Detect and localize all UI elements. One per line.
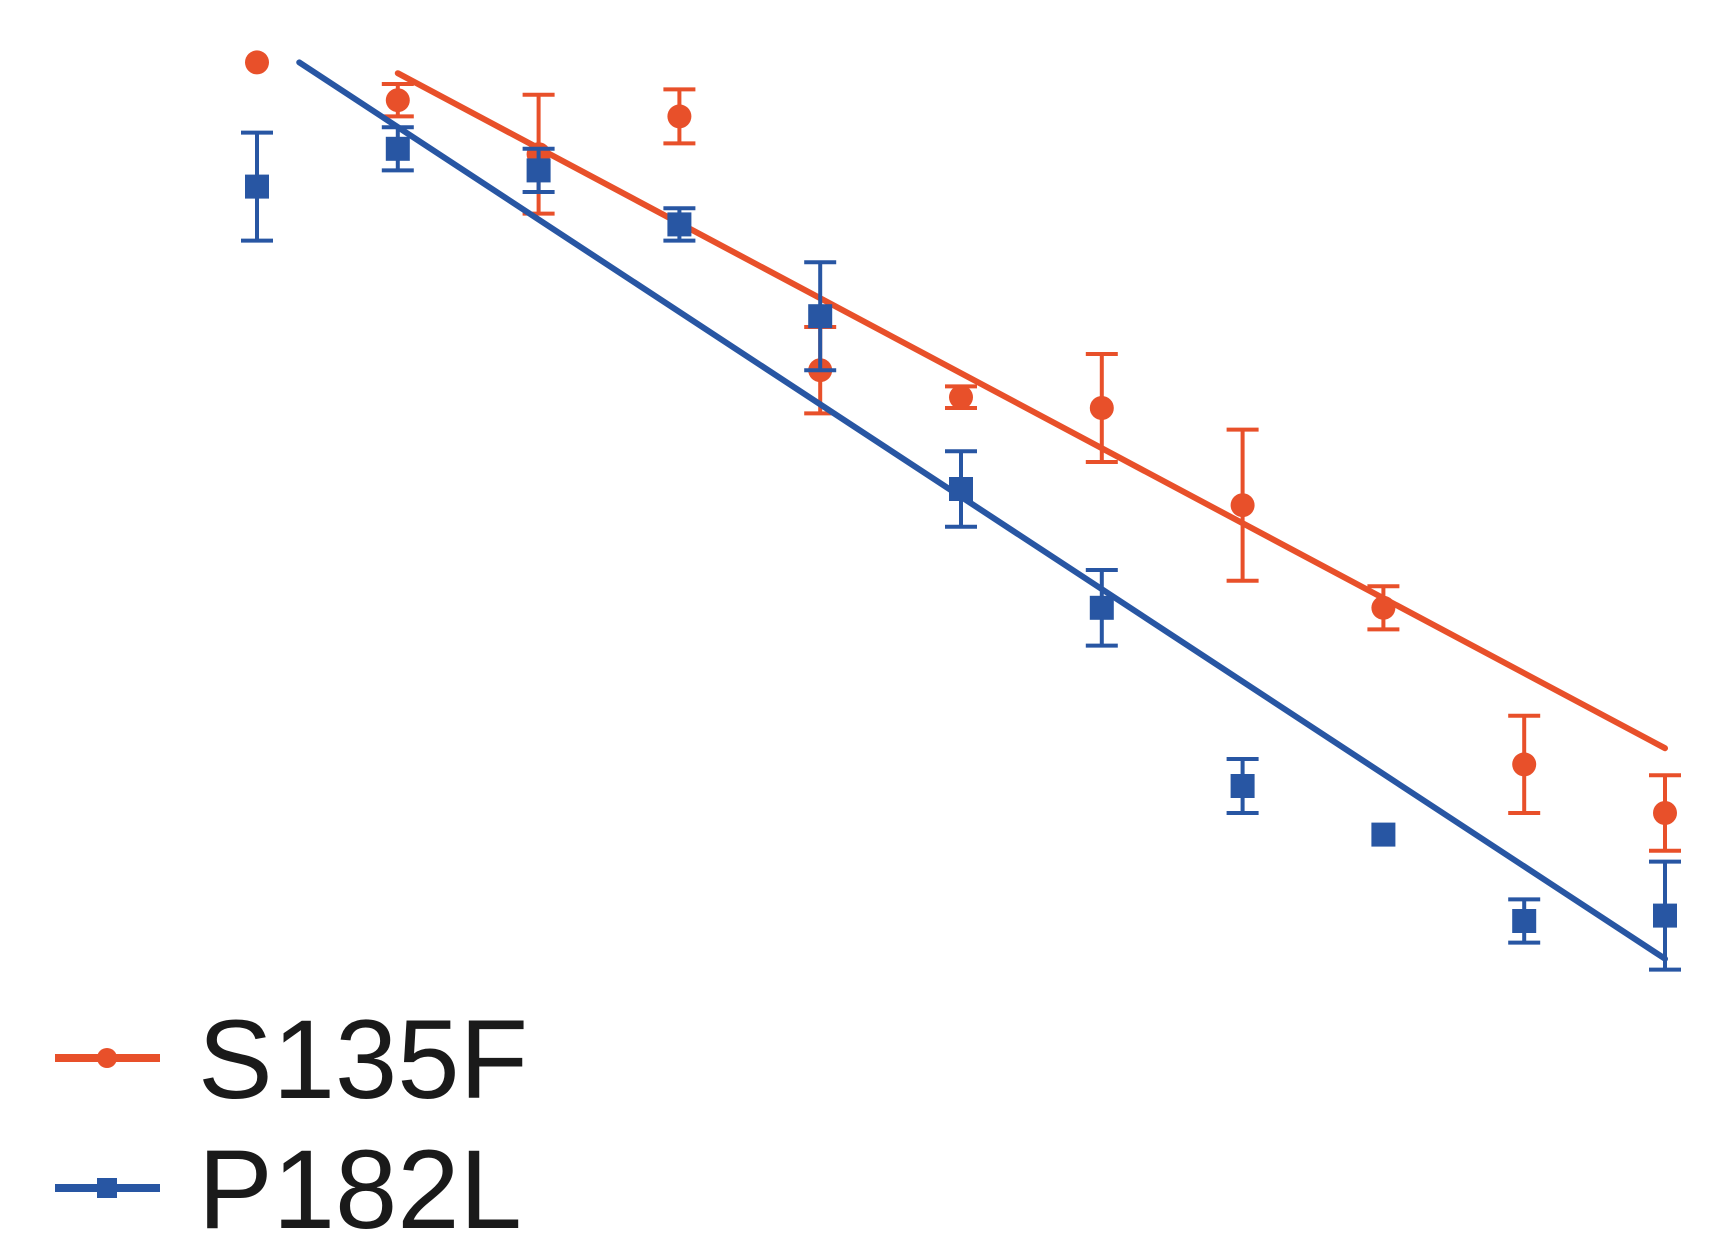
legend-item-s135f: S135F bbox=[55, 997, 528, 1122]
point-s135f-1 bbox=[245, 50, 269, 75]
point-s135f-8 bbox=[1230, 493, 1255, 518]
point-s135f-4 bbox=[667, 104, 692, 129]
point-p182l-2 bbox=[385, 136, 410, 161]
fit-line-p182l bbox=[296, 59, 1668, 962]
legend: S135F P182L bbox=[55, 997, 528, 1252]
point-s135f-11 bbox=[1653, 801, 1677, 825]
point-p182l-3 bbox=[526, 158, 551, 183]
point-p182l-5 bbox=[808, 304, 833, 329]
point-p182l-7 bbox=[1089, 595, 1114, 620]
point-p182l-9 bbox=[1371, 822, 1396, 847]
fit-line-s135f bbox=[394, 70, 1668, 752]
point-s135f-9 bbox=[1371, 595, 1396, 620]
legend-marker-p182l bbox=[97, 1178, 117, 1198]
point-p182l-1 bbox=[245, 174, 269, 199]
point-p182l-11 bbox=[1653, 903, 1677, 928]
point-s135f-7 bbox=[1089, 396, 1114, 420]
legend-label-p182l: P182L bbox=[198, 1127, 522, 1252]
point-s135f-2 bbox=[385, 88, 410, 113]
plot-area bbox=[241, 50, 1681, 972]
point-p182l-6 bbox=[949, 477, 973, 501]
legend-marker-s135f bbox=[97, 1048, 117, 1068]
point-p182l-8 bbox=[1230, 774, 1255, 798]
series-p182l bbox=[241, 59, 1681, 972]
point-p182l-10 bbox=[1512, 909, 1537, 933]
point-s135f-10 bbox=[1512, 752, 1537, 777]
point-s135f-6 bbox=[949, 385, 973, 410]
legend-label-s135f: S135F bbox=[198, 997, 528, 1122]
legend-item-p182l: P182L bbox=[55, 1127, 522, 1252]
point-p182l-4 bbox=[667, 212, 692, 237]
